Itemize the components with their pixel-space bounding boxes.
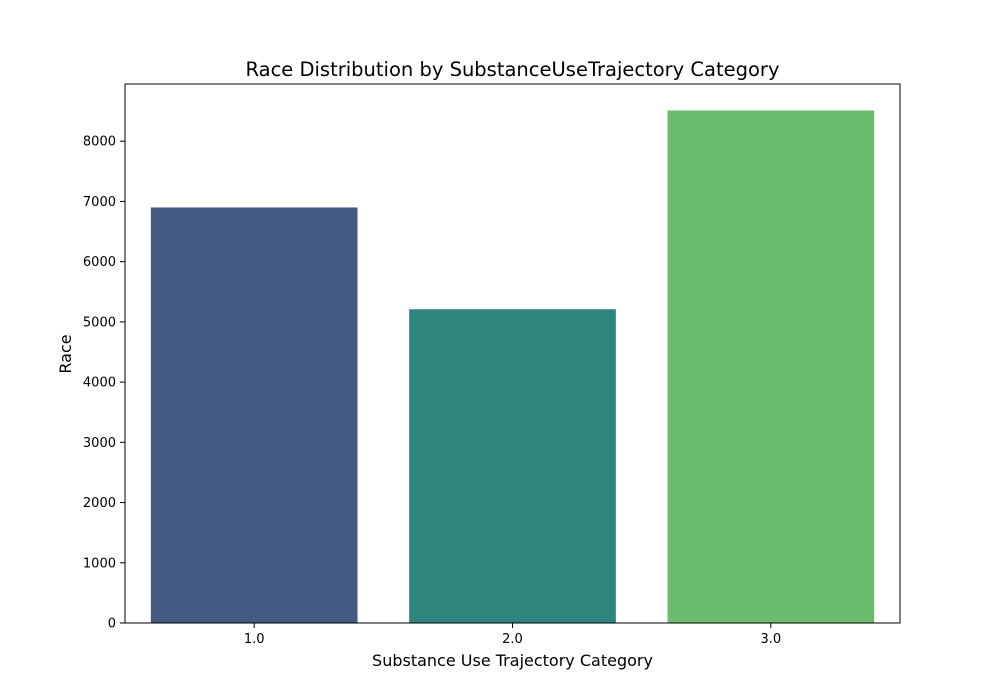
y-axis-label: Race [56,334,75,373]
bar-2.0 [409,309,616,623]
bars-group [150,110,875,624]
y-tick-label: 1000 [83,556,116,571]
x-tick-label: 2.0 [502,632,523,647]
y-tick-label: 6000 [83,255,116,270]
y-tick-label: 8000 [83,135,116,150]
y-tick-label: 2000 [83,496,116,511]
bar-3.0 [667,110,875,624]
x-axis-label: Substance Use Trajectory Category [372,651,653,670]
y-tick-label: 5000 [83,315,116,330]
y-tick-label: 3000 [83,436,116,451]
y-tick-label: 7000 [83,195,116,210]
y-axis: 0 1000 2000 3000 4000 5000 6000 7000 8000 [83,135,125,632]
x-tick-label: 1.0 [244,632,265,647]
y-tick-label: 0 [108,617,116,632]
x-tick-label: 3.0 [760,632,781,647]
chart-title: Race Distribution by SubstanceUseTraject… [246,58,780,81]
x-axis: 1.0 2.0 3.0 [244,623,781,647]
bar-1.0 [150,207,358,623]
y-tick-label: 4000 [83,376,116,391]
